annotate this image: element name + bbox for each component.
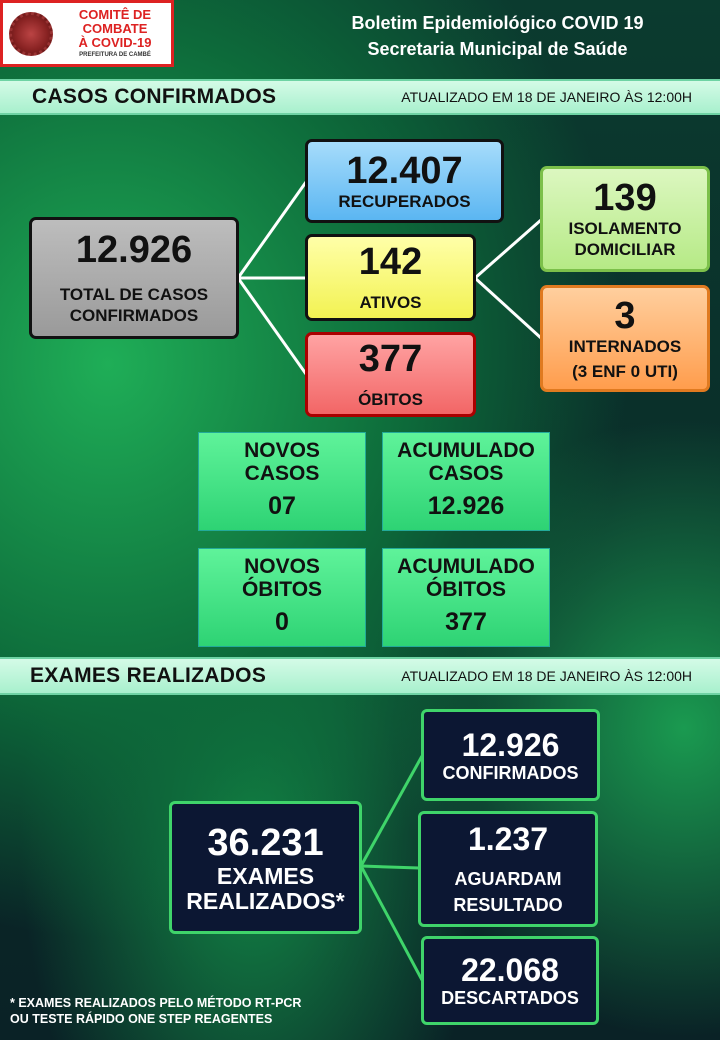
logo-line3: PREFEITURA DE CAMBÉ: [79, 52, 151, 59]
title-line2: Secretaria Municipal de Saúde: [367, 39, 628, 59]
footnote-line1: * EXAMES REALIZADOS PELO MÉTODO RT-PCR: [10, 996, 302, 1010]
virus-icon: [9, 11, 53, 56]
ativos-label: ATIVOS: [359, 293, 422, 312]
exames-heading: EXAMES REALIZADOS: [30, 664, 267, 687]
tile-label1: ACUMULADO: [397, 439, 535, 462]
tile-label2: ÓBITOS: [425, 578, 507, 601]
descartados-label: DESCARTADOS: [441, 988, 579, 1008]
footnote-line2: OU TESTE RÁPIDO ONE STEP REAGENTES: [10, 1012, 273, 1026]
aguardam-label1: AGUARDAM: [454, 869, 562, 889]
exames-total-box: 36.231 EXAMES REALIZADOS*: [169, 801, 362, 934]
tile-label2: CASOS: [428, 462, 504, 485]
confirmados-value: 12.926: [461, 726, 560, 763]
page-title: Boletim Epidemiológico COVID 19 Secretar…: [285, 10, 710, 62]
casos-heading: CASOS CONFIRMADOS: [32, 85, 277, 108]
casos-updated: ATUALIZADO EM 18 DE JANEIRO ÀS 12:00H: [401, 89, 692, 105]
logo: COMITÊ DE COMBATE À COVID-19 PREFEITURA …: [0, 0, 174, 67]
tile-label1: ACUMULADO: [397, 555, 535, 578]
exames-descartados-box: 22.068 DESCARTADOS: [421, 936, 599, 1025]
internados-detail: (3 ENF 0 UTI): [572, 361, 678, 381]
casos-banner: CASOS CONFIRMADOS ATUALIZADO EM 18 DE JA…: [0, 79, 720, 115]
obitos-box: 377 ÓBITOS: [305, 332, 476, 417]
novos-casos-tile: NOVOS CASOS 07: [198, 432, 366, 531]
recuperados-value: 12.407: [346, 149, 463, 192]
aguardam-value: 1.237: [467, 821, 549, 857]
ativos-box: 142 ATIVOS: [305, 234, 476, 321]
tile-label1: NOVOS: [244, 555, 320, 578]
aguardam-label2: RESULTADO: [453, 895, 563, 915]
total-casos-box: 12.926 TOTAL DE CASOS CONFIRMADOS: [29, 217, 239, 339]
footnote: * EXAMES REALIZADOS PELO MÉTODO RT-PCR O…: [10, 995, 301, 1027]
logo-line1: COMITÊ DE COMBATE: [78, 7, 152, 37]
internados-value: 3: [614, 294, 636, 337]
tile-label2: ÓBITOS: [241, 578, 323, 601]
confirmados-label: CONFIRMADOS: [442, 762, 579, 783]
acumulado-obitos-tile: ACUMULADO ÓBITOS 377: [382, 548, 550, 647]
tile-label1: NOVOS: [244, 439, 320, 462]
acumulado-casos-tile: ACUMULADO CASOS 12.926: [382, 432, 550, 531]
title-line1: Boletim Epidemiológico COVID 19: [351, 13, 644, 33]
tile-value: 0: [275, 608, 289, 636]
total-value: 12.926: [75, 229, 193, 271]
isolamento-box: 139 ISOLAMENTO DOMICILIAR: [540, 166, 710, 272]
recuperados-label: RECUPERADOS: [338, 191, 471, 211]
exames-total-value: 36.231: [207, 821, 324, 864]
exames-confirmados-box: 12.926 CONFIRMADOS: [421, 709, 600, 801]
exames-total-label2: REALIZADOS*: [186, 887, 345, 914]
logo-line2: À COVID-19: [78, 34, 152, 50]
internados-label: INTERNADOS: [568, 336, 682, 356]
descartados-value: 22.068: [461, 952, 559, 988]
recuperados-box: 12.407 RECUPERADOS: [305, 139, 504, 223]
isolamento-label1: ISOLAMENTO: [568, 219, 682, 238]
exames-aguardam-box: 1.237 AGUARDAM RESULTADO: [418, 811, 598, 927]
isolamento-value: 139: [593, 177, 657, 219]
tile-value: 07: [268, 492, 296, 520]
tile-value: 377: [445, 608, 487, 636]
total-label2: CONFIRMADOS: [69, 306, 199, 325]
ativos-value: 142: [358, 241, 423, 283]
exames-banner: EXAMES REALIZADOS ATUALIZADO EM 18 DE JA…: [0, 657, 720, 695]
total-label1: TOTAL DE CASOS: [59, 285, 209, 304]
exames-total-label1: EXAMES: [216, 862, 315, 889]
novos-obitos-tile: NOVOS ÓBITOS 0: [198, 548, 366, 647]
isolamento-label2: DOMICILIAR: [574, 240, 676, 259]
internados-box: 3 INTERNADOS (3 ENF 0 UTI): [540, 285, 710, 392]
tile-value: 12.926: [427, 492, 505, 520]
obitos-value: 377: [358, 338, 423, 380]
tile-label2: CASOS: [244, 462, 320, 485]
obitos-label: ÓBITOS: [358, 390, 423, 409]
exames-updated: ATUALIZADO EM 18 DE JANEIRO ÀS 12:00H: [401, 668, 692, 684]
